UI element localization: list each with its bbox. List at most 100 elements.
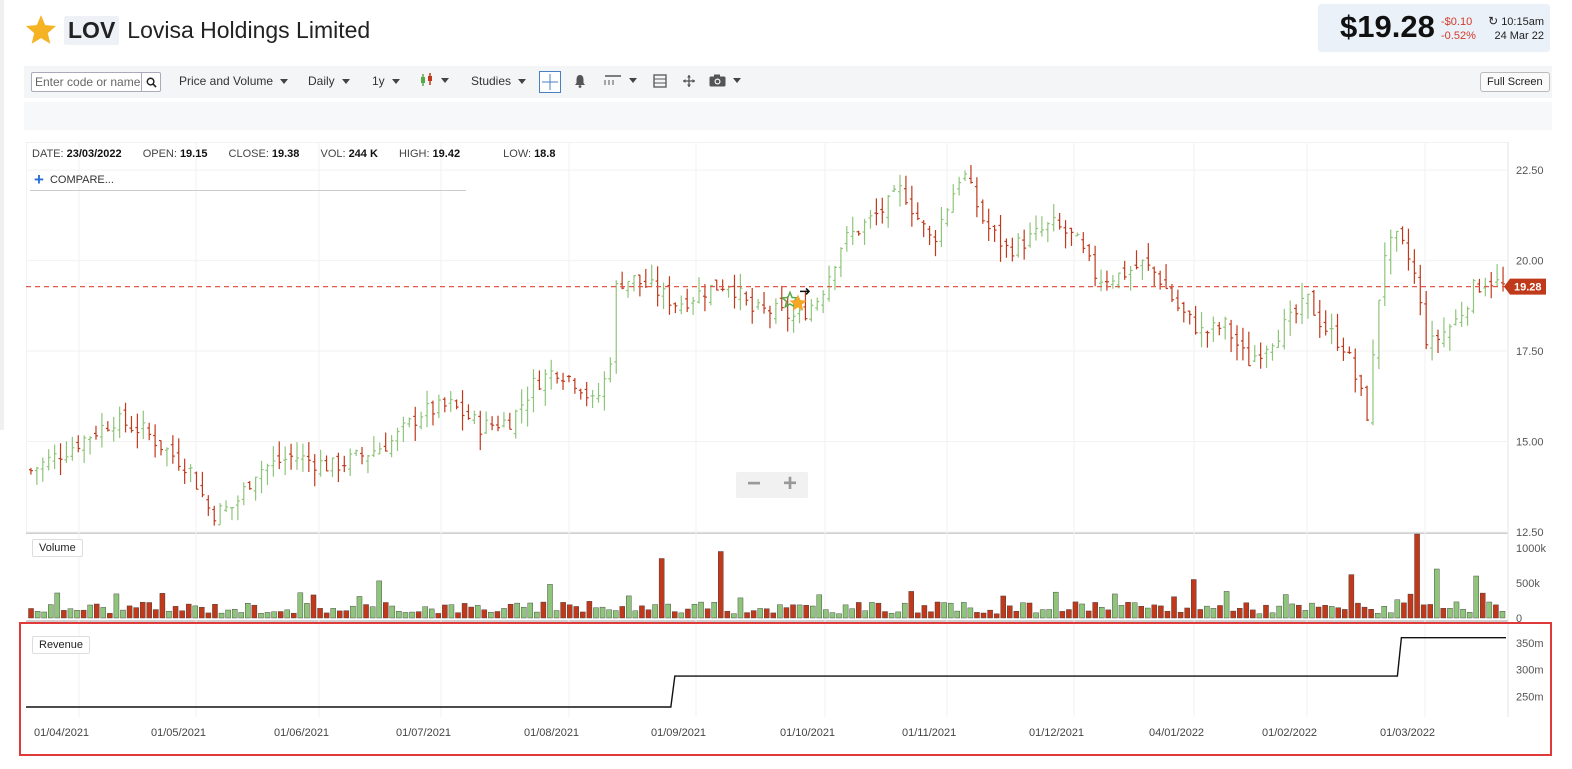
snapshot-dropdown[interactable] <box>709 74 741 87</box>
volume-bar <box>606 609 612 619</box>
watchlist-star-icon[interactable] <box>24 13 58 47</box>
price-change: -$0.10 -0.52% <box>1441 15 1476 43</box>
volume-bar <box>1151 604 1158 619</box>
search-icon[interactable] <box>141 73 160 91</box>
x-tick-label: 01/02/2022 <box>1262 727 1317 739</box>
range-dropdown[interactable]: 1y <box>372 74 400 88</box>
chart-svg[interactable]: 22.50 20.00 17.50 15.00 12.50 19.28 1000k 500k 0… <box>26 142 1552 762</box>
volume-bar <box>862 610 869 619</box>
volume-bar <box>48 604 54 619</box>
volume-bar <box>685 608 691 619</box>
x-tick-label: 04/01/2022 <box>1149 727 1204 739</box>
volume-bar <box>1289 603 1295 619</box>
volume-bar <box>1092 602 1098 619</box>
refresh-icon[interactable]: ↻ <box>1488 14 1499 28</box>
volume-bar <box>1453 601 1460 619</box>
move-icon <box>683 75 695 87</box>
zoom-in-button[interactable]: + <box>782 470 797 497</box>
x-tick-label: 01/04/2021 <box>34 727 89 739</box>
symbol-search-input[interactable] <box>32 73 148 91</box>
volume-bar <box>1486 601 1493 619</box>
volume-bar <box>553 610 560 619</box>
volume-bar <box>796 604 803 619</box>
volume-bar <box>415 611 422 619</box>
quote-date: 24 Mar 22 <box>1494 30 1544 42</box>
volume-panel-label[interactable]: Volume <box>32 539 83 557</box>
volume-bar <box>429 608 435 619</box>
volume-bar <box>1105 609 1112 619</box>
volume-bar <box>1118 605 1125 619</box>
volume-bar <box>1460 608 1466 619</box>
ohlc-readout: DATE: 23/03/2022 OPEN: 19.15 CLOSE: 19.38 V… <box>32 148 573 160</box>
interval-dropdown[interactable]: Daily <box>308 74 350 88</box>
volume-bar <box>494 611 501 619</box>
volume-bar <box>737 597 744 619</box>
volume-bar <box>1204 605 1210 619</box>
volume-bar <box>599 606 606 619</box>
full-screen-button[interactable]: Full Screen <box>1480 72 1550 92</box>
volume-bar <box>777 604 783 619</box>
volume-bar <box>369 606 376 619</box>
volume-bar <box>645 609 652 619</box>
volume-bar <box>304 603 310 619</box>
volume-bar <box>941 602 947 619</box>
volume-bar <box>974 612 980 619</box>
change-amount: -$0.10 <box>1441 16 1473 28</box>
candle-style-dropdown[interactable] <box>420 72 449 88</box>
volume-bar <box>1039 609 1046 619</box>
volume-bar <box>1368 609 1374 619</box>
volume-bar <box>888 613 895 619</box>
volume-bar <box>238 612 244 619</box>
volume-bar <box>573 606 579 619</box>
zoom-out-button[interactable]: − <box>746 470 761 497</box>
revenue-panel-label[interactable]: Revenue <box>32 636 91 654</box>
volume-bar <box>34 611 41 619</box>
volume-bar <box>1296 604 1302 619</box>
change-percent: -0.52% <box>1441 30 1476 42</box>
volume-bar <box>1072 601 1079 619</box>
volume-bar <box>1335 607 1341 619</box>
volume-bar <box>1434 568 1440 619</box>
last-price-tag-label: 19.28 <box>1514 282 1542 294</box>
volume-bar <box>1269 612 1276 619</box>
volume-bar <box>107 613 113 619</box>
volume-bar <box>718 551 724 619</box>
chart-type-dropdown[interactable]: Price and Volume <box>179 74 289 88</box>
chart-area[interactable]: 22.50 20.00 17.50 15.00 12.50 19.28 1000k 500k 0… <box>26 142 1552 762</box>
volume-bar <box>580 611 586 619</box>
volume-bar <box>435 613 442 619</box>
volume-bar <box>113 593 120 619</box>
volume-bar <box>166 610 172 619</box>
volume-bar <box>54 592 61 619</box>
volume-bar <box>1388 612 1394 619</box>
volume-bar <box>678 612 685 619</box>
volume-bar <box>947 602 954 619</box>
volume-bar <box>1046 609 1052 619</box>
volume-bar <box>586 601 593 619</box>
crosshair-button[interactable] <box>539 71 561 93</box>
low-label: LOW: <box>503 148 532 160</box>
drawing-tools-dropdown[interactable] <box>604 74 637 86</box>
volume-bar <box>337 610 343 619</box>
volume-bar <box>619 606 625 619</box>
volume-bar <box>356 596 363 619</box>
compare-button[interactable]: + COMPARE... <box>30 170 466 191</box>
volume-bar <box>1138 606 1144 619</box>
pan-button[interactable] <box>683 75 695 87</box>
volume-bar <box>934 601 941 619</box>
volume-bar <box>875 602 882 619</box>
volume-bar <box>153 609 159 619</box>
volume-bar <box>1007 605 1013 619</box>
volume-bar <box>501 608 507 619</box>
volume-bar <box>980 612 987 619</box>
zoom-controls: − + <box>736 472 808 498</box>
volume-bar <box>1026 602 1033 619</box>
security-header: LOV Lovisa Holdings Limited <box>24 8 370 52</box>
price-tick-label: 12.50 <box>1516 527 1544 539</box>
studies-dropdown[interactable]: Studies <box>471 74 527 88</box>
volume-bar <box>1381 606 1387 619</box>
volume-bar <box>218 612 225 619</box>
panels-button[interactable] <box>653 74 667 88</box>
alert-button[interactable] <box>574 74 586 88</box>
volume-bar <box>750 610 757 619</box>
